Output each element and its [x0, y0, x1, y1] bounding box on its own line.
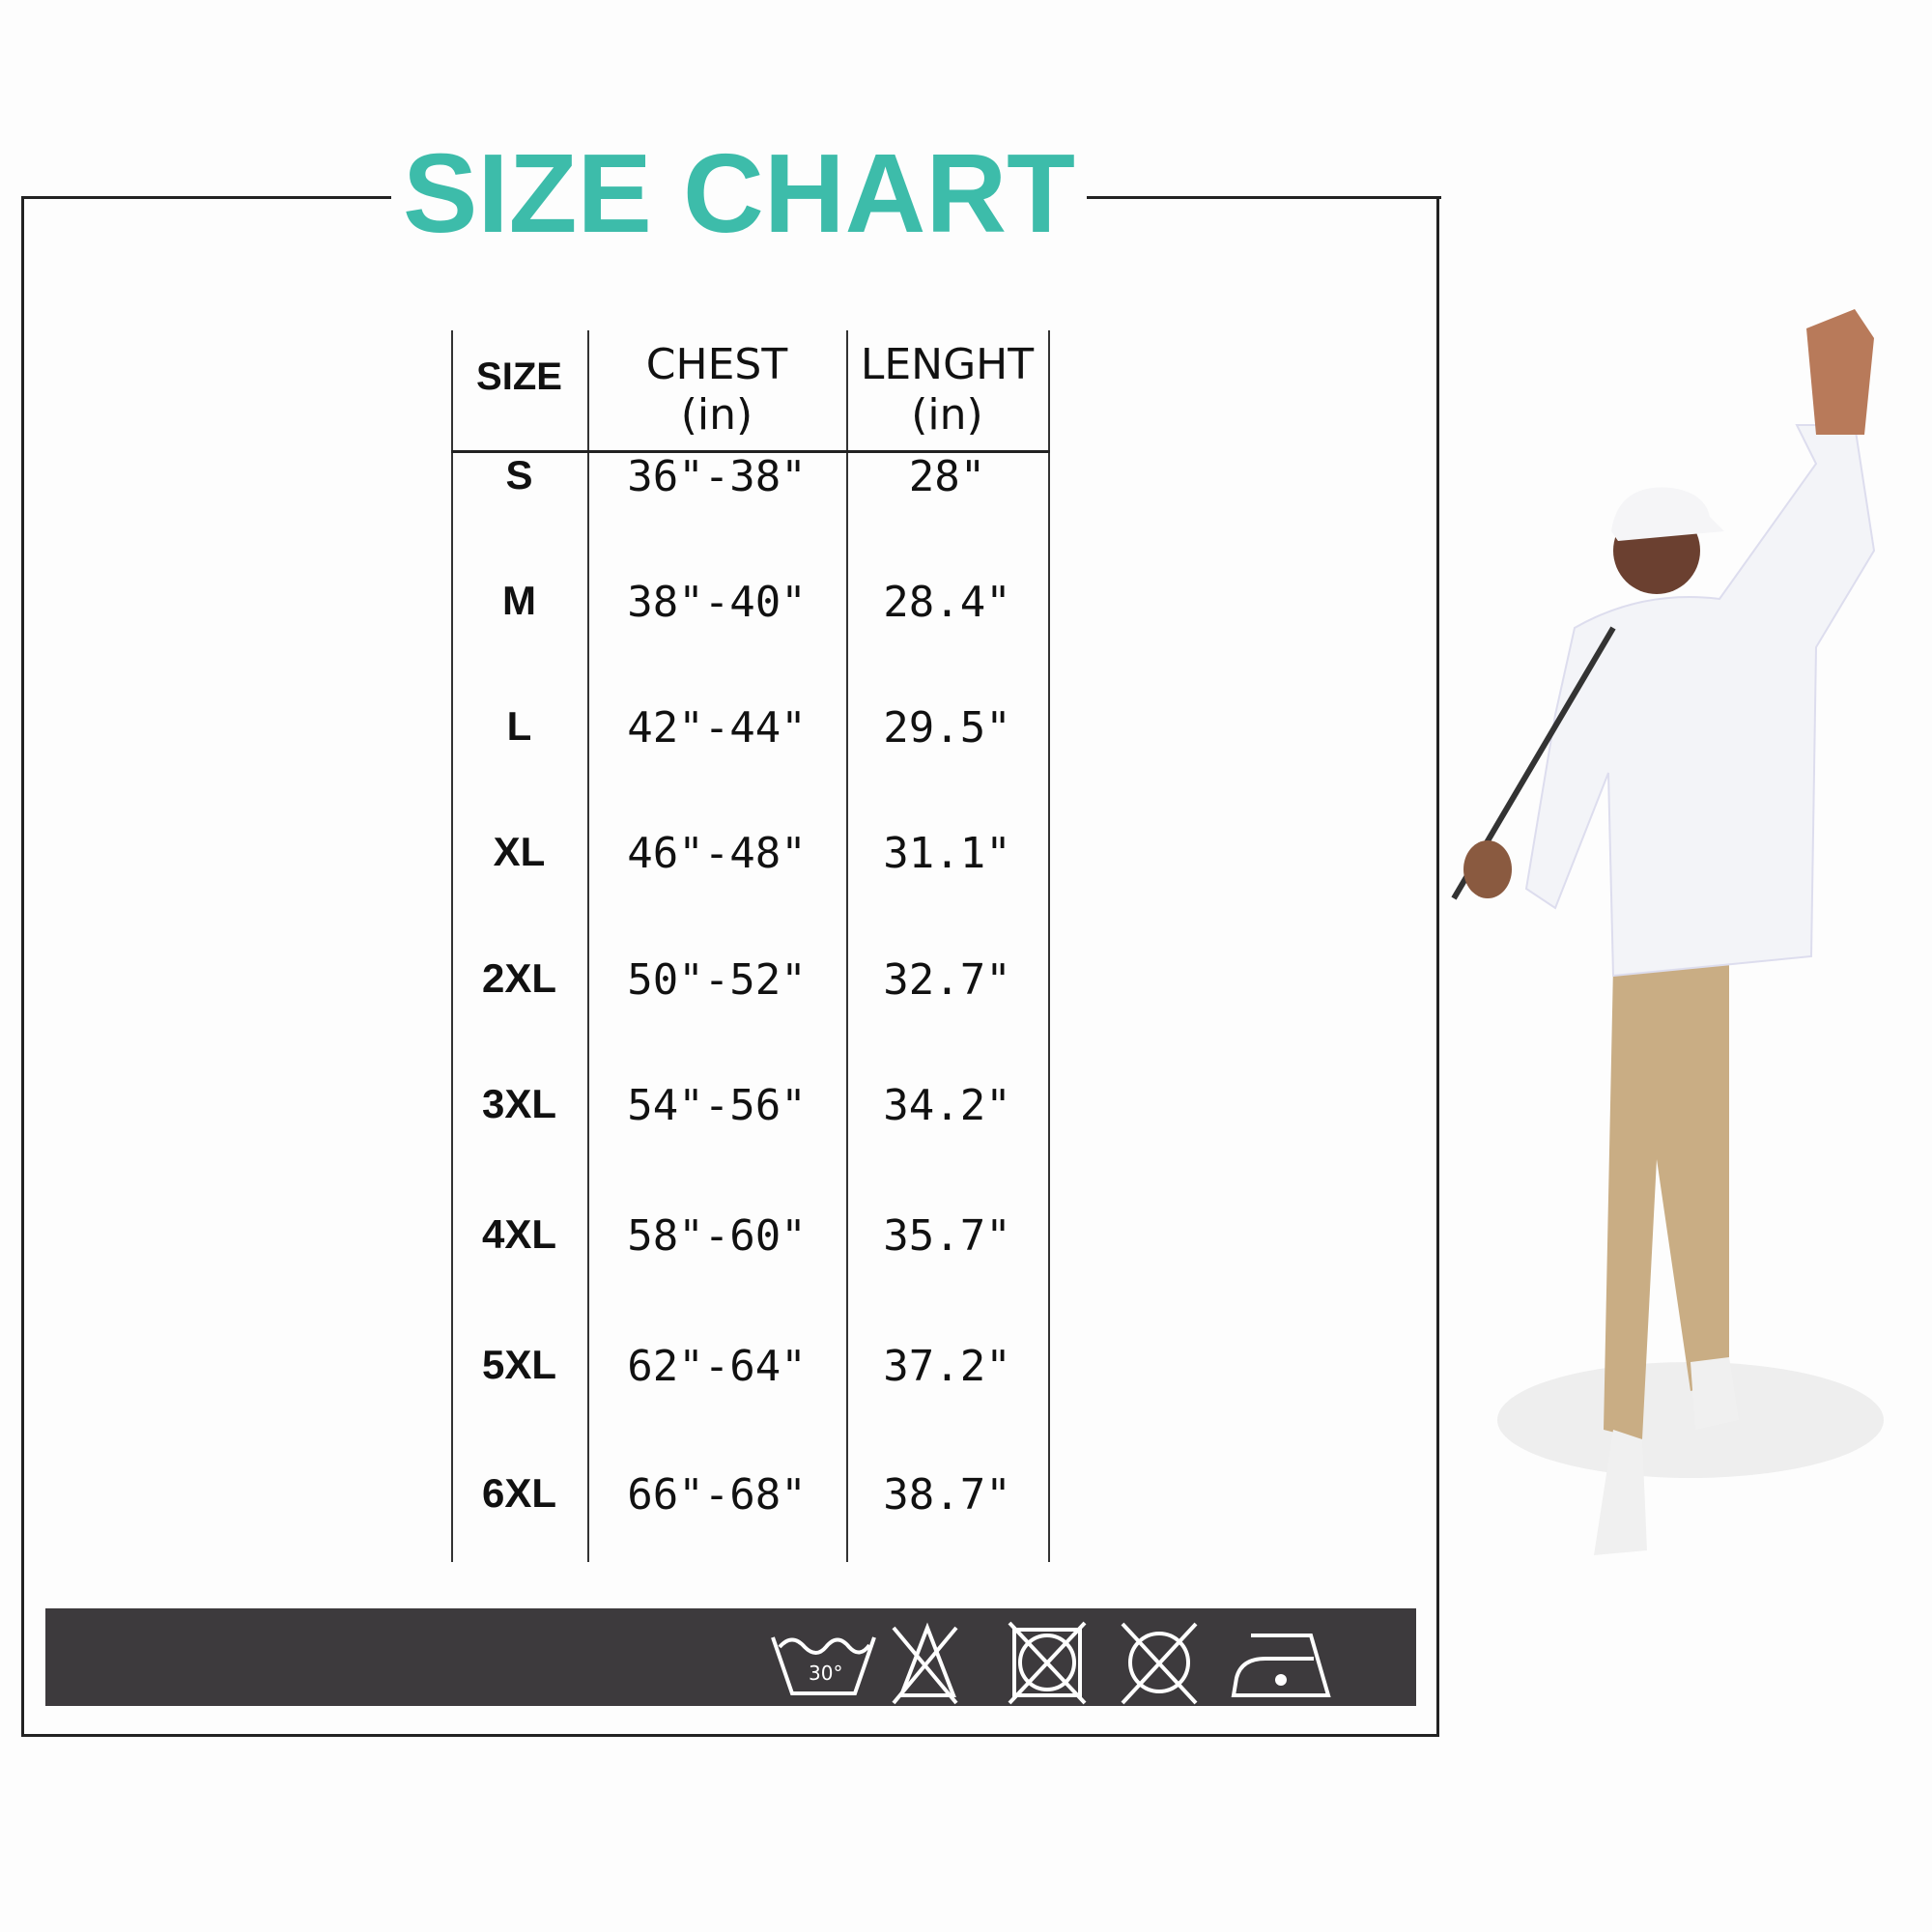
size-cell: 4XL	[481, 1211, 557, 1257]
length-cell: 37.2"	[883, 1342, 1011, 1391]
header-label: SIZE	[476, 355, 562, 398]
header-label: CHEST	[645, 340, 788, 389]
header-unit: (in)	[680, 390, 753, 440]
golfer-illustration	[1451, 309, 1884, 1555]
size-cell: 6XL	[481, 1470, 557, 1516]
size-cell: 2XL	[481, 955, 557, 1001]
chest-cell: 36"-38"	[627, 452, 807, 501]
table-divider	[451, 330, 453, 1562]
frame-top-line-left	[21, 196, 391, 199]
header-label: LENGHT	[860, 340, 1035, 389]
chest-cell: 42"-44"	[627, 703, 807, 753]
header-size: SIZE	[451, 355, 587, 399]
page-title: SIZE CHART	[403, 130, 1075, 256]
length-cell: 34.2"	[883, 1081, 1011, 1130]
table-divider	[846, 330, 848, 1562]
length-cell: 31.1"	[883, 829, 1011, 878]
chest-cell: 58"-60"	[627, 1211, 807, 1261]
care-icons: 30°	[771, 1621, 1331, 1705]
header-divider	[451, 450, 1050, 453]
length-cell: 38.7"	[883, 1470, 1011, 1520]
table-divider	[587, 330, 589, 1562]
size-cell: 3XL	[481, 1081, 557, 1126]
length-cell: 28.4"	[883, 578, 1011, 627]
chest-cell: 46"-48"	[627, 829, 807, 878]
chest-cell: 66"-68"	[627, 1470, 807, 1520]
iron-low-icon	[1231, 1634, 1331, 1697]
do-not-bleach-icon	[892, 1622, 958, 1705]
frame-top-line-right	[1087, 196, 1441, 199]
chest-cell: 38"-40"	[627, 578, 807, 627]
header-length: LENGHT (in)	[846, 340, 1048, 440]
length-cell: 29.5"	[883, 703, 1011, 753]
length-cell: 28"	[908, 452, 986, 501]
header-chest: CHEST (in)	[587, 340, 846, 440]
chest-cell: 54"-56"	[627, 1081, 807, 1130]
chest-cell: 62"-64"	[627, 1342, 807, 1391]
model-photo	[1451, 309, 1884, 1555]
size-cell: M	[502, 578, 536, 623]
wash-30-icon: 30°	[771, 1636, 876, 1695]
header-unit: (in)	[911, 390, 983, 440]
do-not-tumble-dry-icon	[1008, 1621, 1087, 1705]
do-not-dry-clean-icon	[1121, 1622, 1198, 1705]
size-cell: XL	[493, 829, 546, 874]
wash-temperature: 30°	[809, 1662, 842, 1685]
chest-cell: 50"-52"	[627, 955, 807, 1005]
size-cell: 5XL	[481, 1342, 557, 1387]
table-divider	[1048, 330, 1050, 1562]
length-cell: 32.7"	[883, 955, 1011, 1005]
length-cell: 35.7"	[883, 1211, 1011, 1261]
size-cell: L	[506, 703, 532, 749]
size-cell: S	[505, 452, 533, 497]
chart-frame	[21, 197, 1439, 1737]
